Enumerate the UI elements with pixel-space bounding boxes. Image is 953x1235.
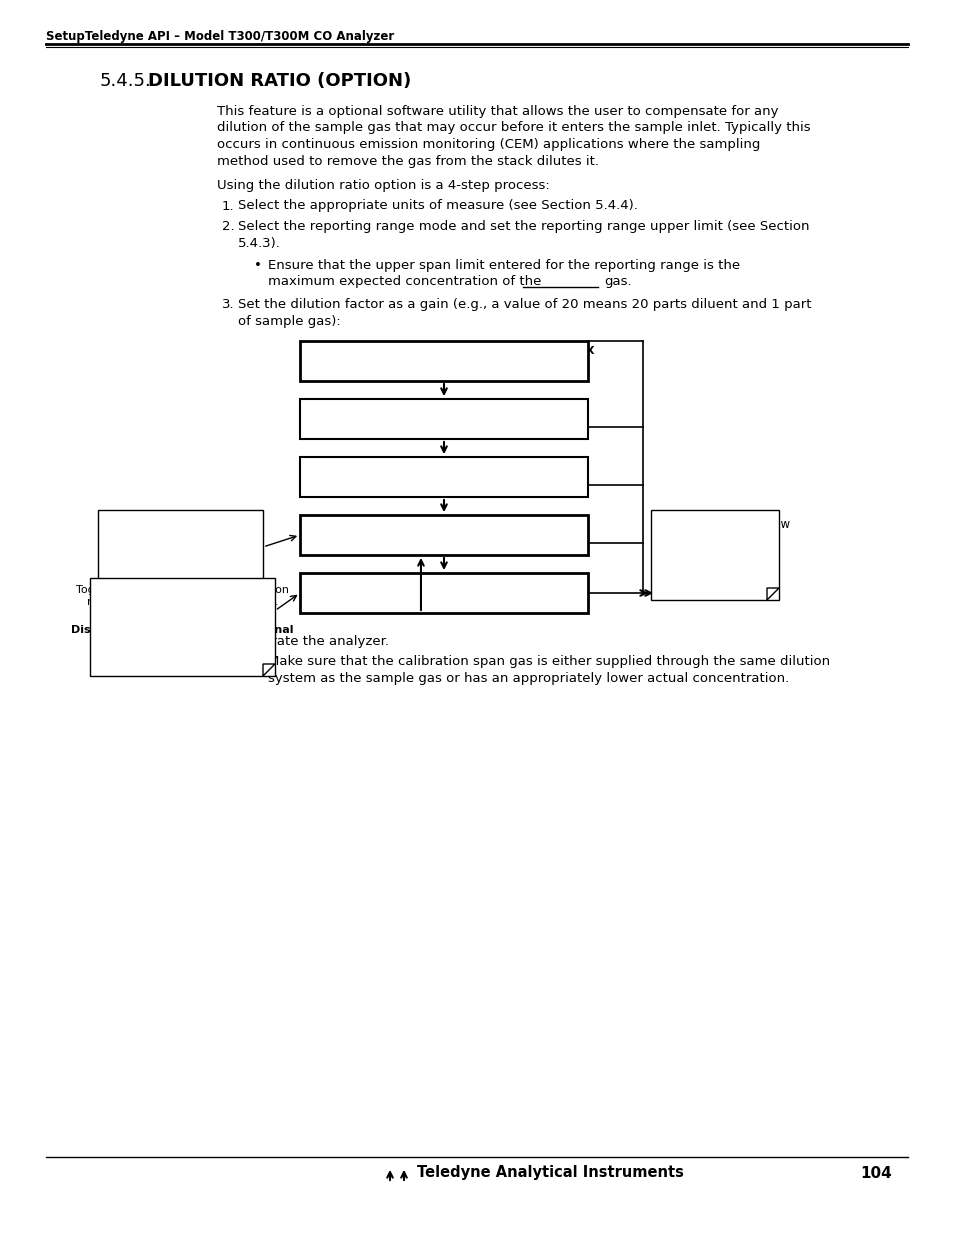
Text: SAMPLE: SAMPLE — [307, 346, 357, 356]
Text: ENTR: ENTR — [524, 537, 558, 547]
Text: dilution of the sample gas that may occur before it enters the sample inlet. Typ: dilution of the sample gas that may occu… — [216, 121, 810, 135]
Text: ENTR: ENTR — [658, 553, 693, 566]
Text: factor for CO gas.: factor for CO gas. — [132, 541, 230, 551]
Text: .0: .0 — [496, 595, 508, 608]
Text: RANGE CONTROL MENU: RANGE CONTROL MENU — [381, 461, 529, 471]
Text: DILUTION RATIO (OPTION): DILUTION RATIO (OPTION) — [148, 72, 411, 90]
Text: of sample gas):: of sample gas): — [237, 315, 340, 327]
Bar — [299, 515, 587, 555]
Bar — [90, 578, 274, 676]
Text: gas.: gas. — [603, 275, 631, 289]
Text: select dilution ratio gain: select dilution ratio gain — [112, 529, 248, 538]
Text: 0: 0 — [429, 595, 436, 608]
Text: CO=XX.XX: CO=XX.XX — [530, 346, 595, 356]
Text: CO₂ or O₂ Sensor is installed.: CO₂ or O₂ Sensor is installed. — [92, 637, 273, 647]
Text: 0: 0 — [355, 595, 363, 608]
Bar — [98, 510, 263, 584]
Text: SetupTeledyne API – Model T300/T300M CO Analyzer: SetupTeledyne API – Model T300/T300M CO … — [46, 30, 394, 43]
Polygon shape — [766, 588, 779, 600]
Text: ratio gain factor for CO₂ or O₂ gas.: ratio gain factor for CO₂ or O₂ gas. — [87, 597, 278, 606]
Text: Ensure that the upper span limit entered for the reporting range is the: Ensure that the upper span limit entered… — [268, 259, 740, 272]
Text: 0: 0 — [392, 595, 399, 608]
Text: EXIT: EXIT — [558, 595, 585, 605]
Text: Calibrate the analyzer.: Calibrate the analyzer. — [237, 635, 389, 648]
Text: 2.: 2. — [222, 220, 234, 233]
Text: discards the new: discards the new — [685, 517, 789, 531]
Text: 3.: 3. — [222, 298, 234, 311]
Text: SETUP X.X: SETUP X.X — [307, 461, 360, 471]
Text: SETUP X.X: SETUP X.X — [307, 577, 360, 587]
Text: 0: 0 — [429, 537, 436, 550]
Text: method used to remove the gas from the stack dilutes it.: method used to remove the gas from the s… — [216, 154, 598, 168]
Polygon shape — [263, 664, 274, 676]
Text: SETUP: SETUP — [547, 363, 588, 373]
Text: new setting.: new setting. — [678, 566, 751, 579]
Text: Set the dilution factor as a gain (e.g., a value of 20 means 20 parts diluent an: Set the dilution factor as a gain (e.g.,… — [237, 298, 811, 311]
Text: Using the dilution ratio option is a 4-step process:: Using the dilution ratio option is a 4-s… — [216, 179, 549, 191]
Text: RNGE: RNGE — [366, 421, 400, 431]
Text: Display only appears if the optional: Display only appears if the optional — [71, 625, 294, 635]
Text: maximum expected concentration of the: maximum expected concentration of the — [268, 275, 540, 289]
Text: 104: 104 — [859, 1166, 891, 1181]
Text: RANGE=50.0 PPM: RANGE=50.0 PPM — [399, 346, 510, 356]
Bar — [650, 510, 779, 600]
Text: •: • — [253, 259, 262, 272]
Text: PRIMARY SETUP MENU: PRIMARY SETUP MENU — [381, 403, 522, 412]
Text: setting.: setting. — [692, 531, 737, 543]
Text: Toggle these buttons to: Toggle these buttons to — [115, 517, 246, 527]
Text: Make sure that the calibration span gas is either supplied through the same dilu: Make sure that the calibration span gas … — [268, 656, 829, 668]
Text: MODE  SET  UNIT: MODE SET UNIT — [307, 479, 402, 489]
Text: 1: 1 — [465, 595, 474, 608]
Text: CFG  DAS: CFG DAS — [307, 421, 366, 431]
Text: 0: 0 — [392, 537, 399, 550]
Text: 0: 0 — [355, 537, 363, 550]
Text: Select the reporting range mode and set the reporting range upper limit (see Sec: Select the reporting range mode and set … — [237, 220, 809, 233]
Text: 4.: 4. — [222, 635, 234, 648]
Text: Teledyne Analytical Instruments: Teledyne Analytical Instruments — [416, 1166, 683, 1181]
Text: 1: 1 — [465, 537, 474, 550]
Text: This feature is a optional software utility that allows the user to compensate f: This feature is a optional software util… — [216, 105, 778, 119]
Text: occurs in continuous emission monitoring (CEM) applications where the sampling: occurs in continuous emission monitoring… — [216, 138, 760, 151]
Text: PASS  CLK  MORE: PASS CLK MORE — [393, 421, 493, 431]
Text: O2 DIL FACTOR:1.0 Gain: O2 DIL FACTOR:1.0 Gain — [375, 577, 524, 587]
Text: EXIT: EXIT — [658, 517, 687, 531]
Text: Default = 1 (e.g. 1:1).: Default = 1 (e.g. 1:1). — [119, 557, 241, 567]
Text: SETUP X.X: SETUP X.X — [307, 519, 360, 529]
Bar — [299, 341, 587, 382]
Text: NOTE: NOTE — [164, 613, 200, 625]
Bar — [299, 573, 587, 613]
Text: EXIT: EXIT — [559, 421, 584, 431]
Bar — [299, 457, 587, 496]
Text: 0: 0 — [317, 537, 326, 550]
Text: Select the appropriate units of measure (see Section 5.4.4).: Select the appropriate units of measure … — [237, 200, 638, 212]
Text: system as the sample gas or has an appropriately lower actual concentration.: system as the sample gas or has an appro… — [268, 672, 788, 685]
Text: DIL: DIL — [412, 479, 432, 489]
Bar — [299, 399, 587, 438]
Text: Toggle these buttons to select dilution: Toggle these buttons to select dilution — [76, 585, 289, 595]
Text: CO DIL FACTOR:1.0 Gain: CO DIL FACTOR:1.0 Gain — [375, 519, 525, 529]
Text: 0: 0 — [317, 595, 326, 608]
Text: .0: .0 — [496, 537, 508, 550]
Text: 5.4.3).: 5.4.3). — [237, 236, 280, 249]
Text: 1.: 1. — [222, 200, 234, 212]
Text: accepts the: accepts the — [687, 553, 760, 566]
Text: ENTR: ENTR — [524, 595, 558, 605]
Text: 5.4.5.: 5.4.5. — [100, 72, 152, 90]
Text: EXIT: EXIT — [559, 479, 584, 489]
Text: SETUP X.X: SETUP X.X — [307, 403, 360, 412]
Text: EXIT: EXIT — [558, 537, 585, 547]
Text: <TST    TST>  CAL: <TST TST> CAL — [307, 363, 419, 373]
Text: •: • — [253, 656, 262, 668]
